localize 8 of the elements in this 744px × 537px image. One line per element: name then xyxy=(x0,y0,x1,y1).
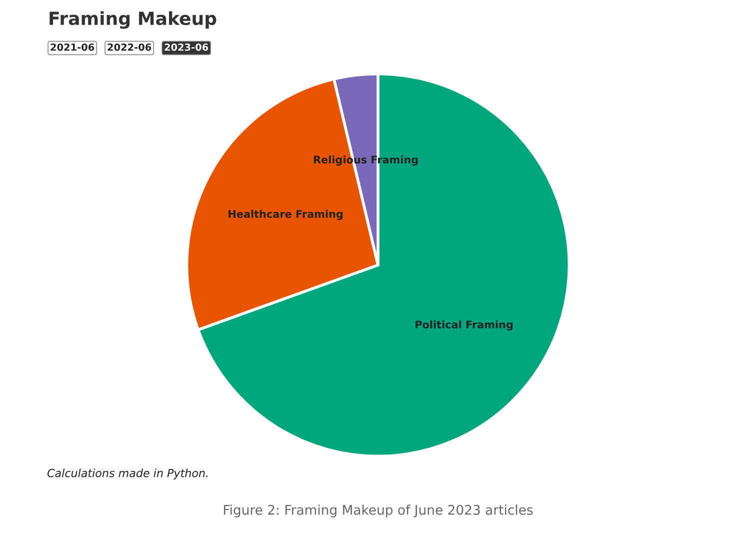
text: 2023-06 xyxy=(164,43,208,51)
text: Calculations made in Python. xyxy=(47,468,208,480)
slice-label: Healthcare Framing xyxy=(228,210,343,220)
text: 2022-06 xyxy=(108,43,152,51)
slice-label: Political Framing xyxy=(416,320,513,331)
text: 2021-06 xyxy=(50,43,94,51)
caption: Figure 2: Framing Makeup of June 2023 articles xyxy=(224,504,533,518)
chart-title: Framing Makeup xyxy=(50,11,216,29)
